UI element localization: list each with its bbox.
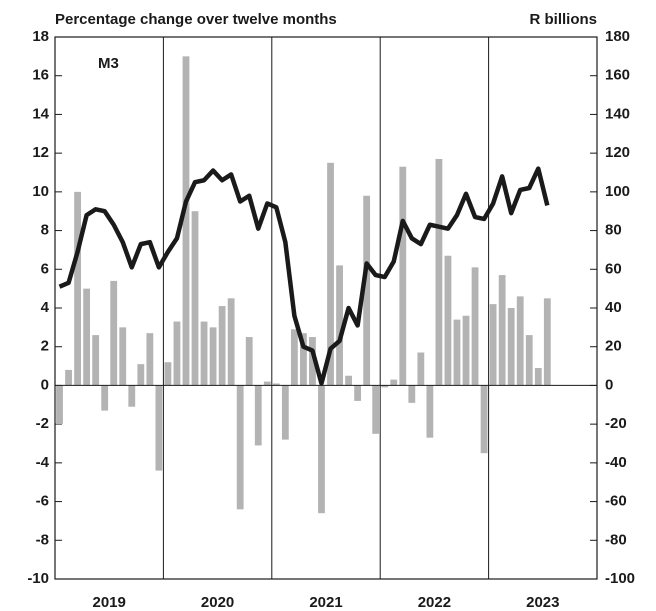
bar <box>435 158 443 386</box>
bar <box>101 385 109 411</box>
y-tick-label: 16 <box>32 67 49 84</box>
y2-tick-label: 100 <box>605 183 630 200</box>
bar <box>300 333 307 386</box>
y-tick-label: 4 <box>41 299 50 316</box>
bar <box>462 315 470 386</box>
y2-tick-label: -20 <box>605 415 627 432</box>
bar <box>408 385 416 403</box>
bar <box>543 298 551 386</box>
bar <box>426 385 434 438</box>
bar <box>327 162 334 386</box>
x-tick-label: 2021 <box>309 594 342 611</box>
bar <box>471 267 479 386</box>
y2-tick-label: 180 <box>605 28 630 45</box>
chart-title: Percentage change over twelve months <box>55 11 337 28</box>
line <box>58 166 550 386</box>
bar <box>281 385 289 440</box>
y2-tick-label: -80 <box>605 531 627 548</box>
bar <box>309 337 316 386</box>
y-tick-label: -8 <box>36 531 49 548</box>
y2-tick-label: 0 <box>605 376 613 393</box>
y-tick-label: -10 <box>27 570 49 587</box>
bar <box>290 329 298 386</box>
y2-tick-label: 160 <box>605 67 630 84</box>
y2-tick-label: -40 <box>605 454 627 471</box>
bar <box>372 385 380 434</box>
y-tick-label: 18 <box>32 28 49 45</box>
bar <box>453 319 461 386</box>
y-tick-label: 12 <box>32 144 49 161</box>
y2-tick-label: 120 <box>605 144 630 161</box>
y2-tick-label: 20 <box>605 338 622 355</box>
bar <box>110 280 118 386</box>
bar <box>336 265 343 386</box>
bar <box>74 191 81 386</box>
bar <box>173 321 181 386</box>
bar <box>498 275 506 386</box>
bar <box>390 379 398 386</box>
bar <box>480 385 488 454</box>
bar <box>381 385 389 388</box>
x-tick-label: 2020 <box>201 594 234 611</box>
y2-tick-label: 80 <box>605 222 622 239</box>
bar <box>525 335 533 386</box>
bar <box>119 327 127 386</box>
bar <box>92 335 100 386</box>
bar <box>444 255 452 386</box>
bar <box>272 383 280 386</box>
bar <box>137 364 145 386</box>
bar <box>56 385 63 425</box>
y2-axis-label: R billions <box>530 11 598 28</box>
y-tick-label: 6 <box>41 260 49 277</box>
bar <box>245 337 253 386</box>
x-tick-label: 2023 <box>526 594 559 611</box>
bar <box>417 352 425 386</box>
annotation: M3 <box>98 55 119 72</box>
bar <box>363 195 371 386</box>
bar <box>164 362 172 386</box>
y2-tick-label: 140 <box>605 105 630 122</box>
bar <box>200 321 208 386</box>
x-tick-label: 2022 <box>418 594 451 611</box>
x-tick-label: 2019 <box>93 594 126 611</box>
bar <box>218 306 226 386</box>
bar <box>128 385 136 407</box>
bar <box>263 381 271 386</box>
y2-tick-label: 60 <box>605 260 622 277</box>
y2-tick-label: 40 <box>605 299 622 316</box>
bar <box>489 304 497 386</box>
y2-tick-label: -60 <box>605 493 627 510</box>
bar <box>182 56 190 386</box>
bar <box>516 296 524 386</box>
bar <box>227 298 235 386</box>
bar <box>399 166 407 386</box>
y-tick-label: -6 <box>36 493 49 510</box>
bar <box>191 211 199 386</box>
bar <box>254 385 262 446</box>
bar <box>209 327 217 386</box>
y-tick-label: 10 <box>32 183 49 200</box>
bar <box>354 385 362 401</box>
plot-frame <box>54 36 598 580</box>
bar <box>83 288 91 386</box>
bar <box>155 385 163 471</box>
bar <box>345 375 352 386</box>
y-tick-label: -2 <box>36 415 49 432</box>
bar <box>65 369 72 386</box>
y-tick-label: 14 <box>32 105 49 122</box>
y-tick-label: 8 <box>41 222 49 239</box>
bar <box>318 385 325 514</box>
y-tick-label: 0 <box>41 376 49 393</box>
y-tick-label: 2 <box>41 338 49 355</box>
bar <box>507 308 515 386</box>
y2-tick-label: -100 <box>605 570 635 587</box>
bar <box>236 385 244 510</box>
y-tick-label: -4 <box>36 454 50 471</box>
bar <box>146 333 154 386</box>
bar <box>534 368 542 386</box>
